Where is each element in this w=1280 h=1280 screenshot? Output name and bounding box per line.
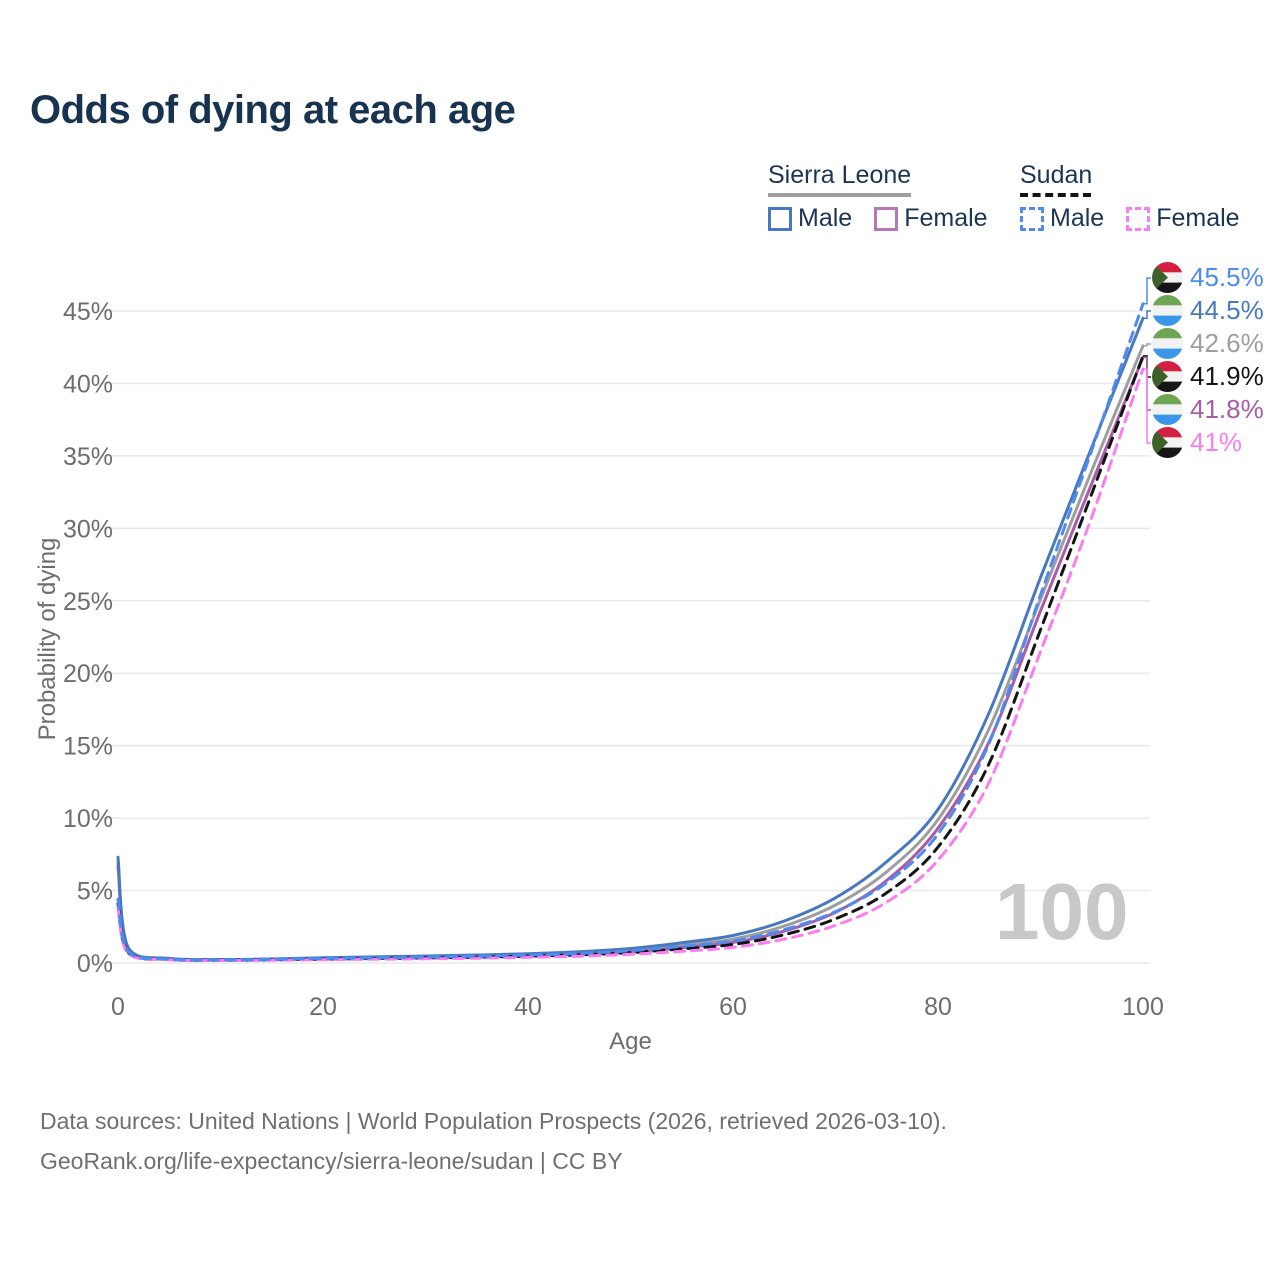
x-tick-label: 20 xyxy=(309,993,337,1021)
x-tick-label: 80 xyxy=(924,993,952,1021)
end-label-row: 45.5% xyxy=(1152,262,1264,293)
line-chart: 0% 5% 10% 15% 20% 25% 30% 35% 40% 45% 0 20 40 60 80 100 xyxy=(63,277,1164,1021)
end-value-label: 45.5% xyxy=(1190,262,1264,292)
sudan-flag-icon xyxy=(1152,262,1183,293)
legend-item-sierra-leone-male[interactable]: Male xyxy=(768,204,852,233)
legend-item-sierra-leone-female[interactable]: Female xyxy=(874,204,988,233)
end-label-row: 41.8% xyxy=(1152,394,1264,425)
x-tick-label: 100 xyxy=(1122,993,1164,1021)
line-swatch-icon xyxy=(874,206,899,231)
legend-group-sierra-leone: Sierra Leone xyxy=(768,161,911,197)
legend-item-label: Female xyxy=(904,204,988,232)
label-connector xyxy=(1143,368,1151,444)
sierra-leone-flag-icon xyxy=(1152,394,1183,425)
sierra-leone-flag-icon xyxy=(1152,328,1183,359)
legend-item-label: Male xyxy=(798,204,853,232)
series-line-sudan-female xyxy=(116,367,1145,963)
end-value-label: 41.8% xyxy=(1190,394,1264,424)
y-axis-title: Probability of dying xyxy=(34,537,61,741)
y-tick-label: 30% xyxy=(63,515,113,543)
series-line-sierra-leone-male xyxy=(116,316,1145,962)
label-connector xyxy=(1143,310,1151,319)
label-connector xyxy=(1143,277,1151,305)
legend-item-sudan-female[interactable]: Female xyxy=(1126,204,1240,233)
legend-item-sudan-male[interactable]: Male xyxy=(1020,204,1104,233)
series-line-sudan-both-sexes xyxy=(116,354,1145,962)
end-value-label: 44.5% xyxy=(1190,295,1264,325)
y-tick-label: 40% xyxy=(63,370,113,398)
legend-item-label: Male xyxy=(1050,204,1105,232)
age-watermark: 100 xyxy=(995,867,1129,956)
y-tick-label: 15% xyxy=(63,733,113,761)
legend-group-title: Sierra Leone xyxy=(768,161,912,189)
sierra-leone-flag-icon xyxy=(1152,295,1183,326)
legend-group-title: Sudan xyxy=(1020,161,1093,189)
page-title: Odds of dying at each age xyxy=(30,88,516,132)
dashed-line-swatch-icon xyxy=(1126,206,1151,231)
series-line-sudan-male xyxy=(116,302,1145,962)
end-value-label: 41.9% xyxy=(1190,361,1264,391)
y-tick-label: 10% xyxy=(63,805,113,833)
end-value-label: 42.6% xyxy=(1190,328,1264,358)
legend-item-label: Female xyxy=(1156,204,1240,232)
sudan-flag-icon xyxy=(1152,427,1183,458)
x-tick-label: 40 xyxy=(514,993,542,1021)
label-connector xyxy=(1143,343,1151,347)
y-tick-label: 35% xyxy=(63,443,113,471)
end-label-row: 42.6% xyxy=(1152,328,1264,359)
y-tick-label: 25% xyxy=(63,588,113,616)
legend-group-sudan: Sudan xyxy=(1020,161,1092,197)
end-label-row: 41.9% xyxy=(1152,361,1264,392)
y-tick-label: 45% xyxy=(63,298,113,326)
series-line-sierra-leone-female xyxy=(116,355,1145,962)
end-value-label: 41% xyxy=(1190,427,1243,457)
series-line-sierra-leone-both-sexes xyxy=(116,344,1145,962)
legend-items-sierra-leone: Male Female xyxy=(768,204,988,233)
legend-items-sudan: Male Female xyxy=(1020,204,1240,233)
sudan-flag-icon xyxy=(1152,361,1183,392)
y-tick-label: 20% xyxy=(63,660,113,688)
attribution-text: GeoRank.org/life-expectancy/sierra-leone… xyxy=(40,1148,623,1174)
y-tick-label: 5% xyxy=(77,878,113,906)
end-label-row: 44.5% xyxy=(1152,295,1264,326)
line-swatch-icon xyxy=(768,206,792,231)
x-tick-label: 60 xyxy=(719,993,747,1021)
dashed-line-swatch-icon xyxy=(1020,206,1044,231)
legend-underline-solid xyxy=(768,193,911,197)
y-tick-label: 0% xyxy=(77,950,113,978)
x-axis-title: Age xyxy=(609,1028,652,1055)
end-label-row: 41% xyxy=(1152,427,1242,458)
data-sources-text: Data sources: United Nations | World Pop… xyxy=(40,1108,947,1134)
x-tick-label: 0 xyxy=(111,993,125,1021)
legend-underline-dashed xyxy=(1020,193,1091,197)
